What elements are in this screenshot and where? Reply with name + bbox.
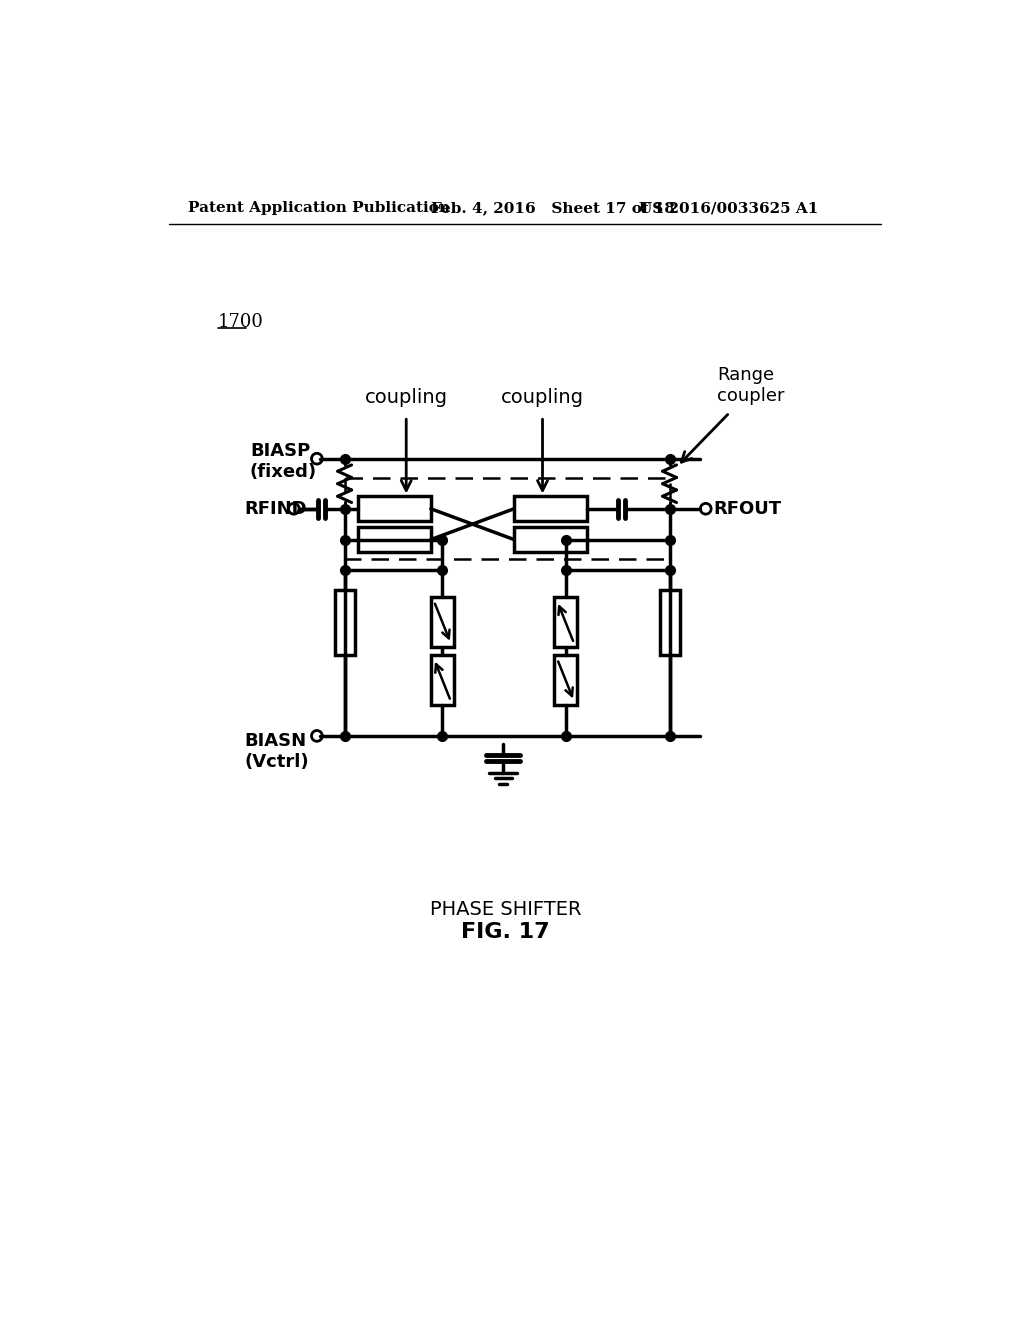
- Bar: [554, 597, 578, 647]
- Bar: [431, 655, 454, 705]
- Bar: [659, 590, 680, 655]
- Text: PHASE SHIFTER: PHASE SHIFTER: [430, 900, 582, 919]
- Text: US 2016/0033625 A1: US 2016/0033625 A1: [639, 202, 818, 215]
- Text: RFIND: RFIND: [245, 500, 307, 517]
- Text: Range
coupler: Range coupler: [717, 366, 784, 405]
- Text: coupling: coupling: [501, 388, 584, 407]
- Text: RFOUT: RFOUT: [714, 500, 781, 517]
- Bar: [514, 527, 587, 552]
- Bar: [514, 496, 587, 521]
- Text: BIASN
(Vctrl): BIASN (Vctrl): [245, 733, 309, 771]
- Text: FIG. 17: FIG. 17: [461, 923, 550, 942]
- Text: BIASP
(fixed): BIASP (fixed): [250, 442, 317, 480]
- Bar: [357, 527, 431, 552]
- Text: Patent Application Publication: Patent Application Publication: [188, 202, 451, 215]
- Bar: [335, 590, 354, 655]
- Bar: [357, 496, 431, 521]
- Text: Feb. 4, 2016   Sheet 17 of 18: Feb. 4, 2016 Sheet 17 of 18: [431, 202, 675, 215]
- Bar: [554, 655, 578, 705]
- Text: coupling: coupling: [365, 388, 447, 407]
- Bar: [431, 597, 454, 647]
- Text: 1700: 1700: [217, 313, 263, 331]
